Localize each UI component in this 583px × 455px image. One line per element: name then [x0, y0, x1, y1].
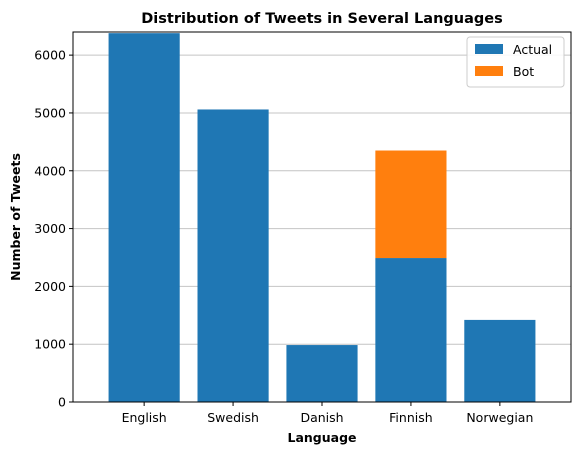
bar-actual-finnish [375, 258, 447, 402]
bar-actual-english [108, 33, 180, 402]
y-tick-label: 5000 [34, 105, 66, 120]
x-tick-label: Norwegian [466, 410, 533, 425]
legend-label-bot: Bot [513, 64, 534, 79]
y-tick-label: 4000 [34, 163, 66, 178]
bars [108, 33, 536, 402]
x-tick-label: Finnish [389, 410, 433, 425]
y-axis-label: Number of Tweets [8, 153, 23, 281]
bar-actual-danish [286, 345, 358, 402]
bar-actual-norwegian [464, 319, 536, 402]
legend: Actual Bot [466, 36, 565, 88]
x-tick-label: Danish [300, 410, 343, 425]
x-axis-ticks: English Swedish Danish Finnish Norwegian [122, 402, 533, 425]
legend-swatch-actual [475, 44, 503, 54]
y-tick-label: 6000 [34, 48, 66, 63]
y-tick-label: 0 [58, 395, 66, 410]
bar-bot-finnish [375, 150, 447, 259]
chart-title: Distribution of Tweets in Several Langua… [141, 11, 502, 27]
y-axis-ticks: 0 1000 2000 3000 4000 5000 6000 [34, 48, 73, 410]
x-axis-label: Language [287, 430, 356, 445]
x-tick-label: Swedish [207, 410, 259, 425]
y-tick-label: 3000 [34, 221, 66, 236]
y-tick-label: 1000 [34, 337, 66, 352]
legend-swatch-bot [475, 66, 503, 76]
legend-label-actual: Actual [513, 42, 552, 57]
x-tick-label: English [122, 410, 167, 425]
bar-actual-swedish [197, 109, 269, 402]
y-tick-label: 2000 [34, 279, 66, 294]
